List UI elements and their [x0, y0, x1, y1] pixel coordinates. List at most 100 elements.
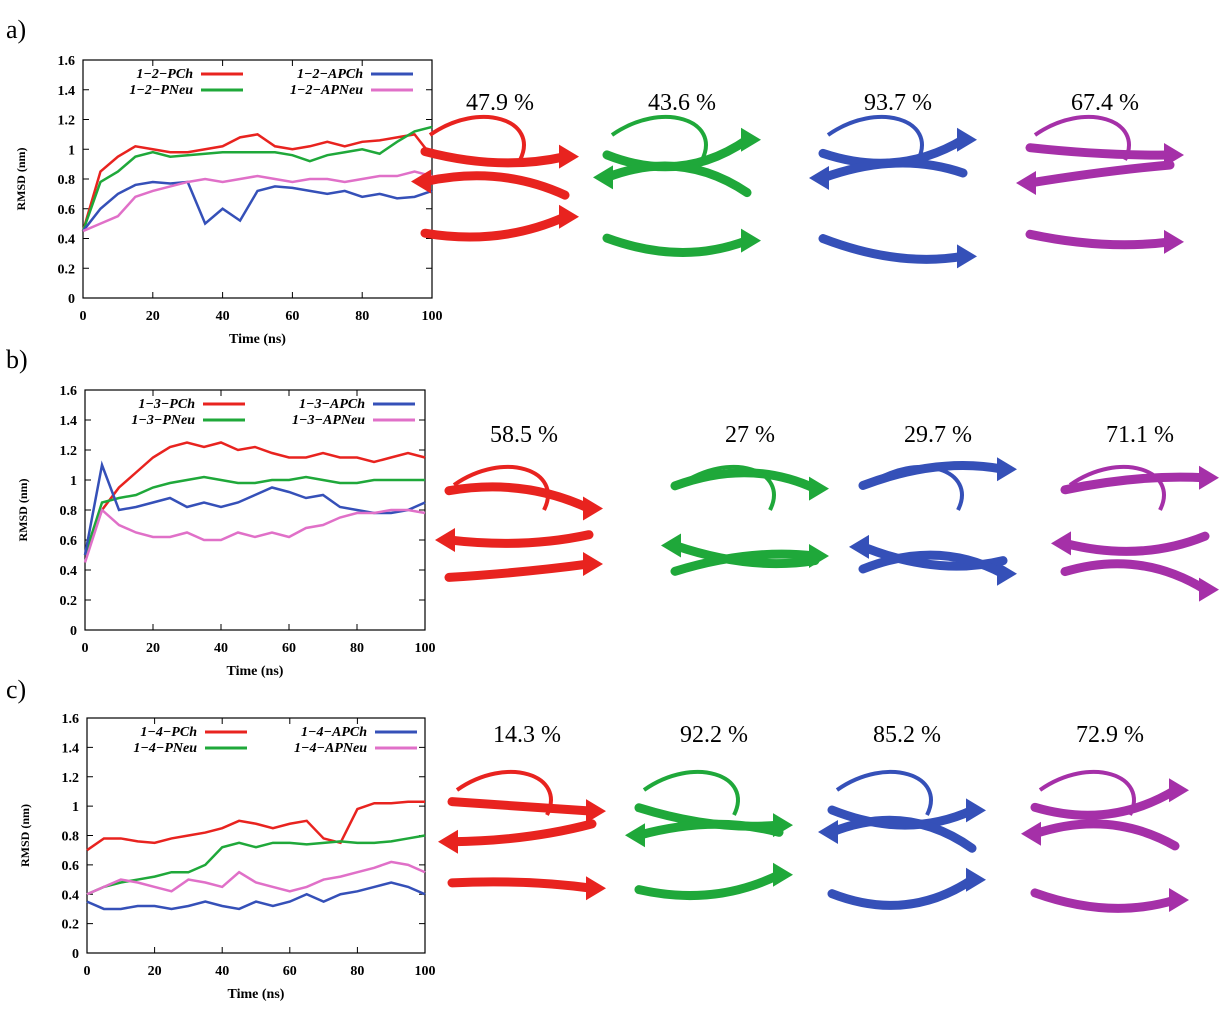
strand-arrow: [1164, 230, 1184, 254]
legend-label: 1−4−PCh: [140, 725, 197, 740]
strand: [425, 176, 565, 195]
x-tick-label: 20: [148, 964, 162, 979]
panel-label: b): [6, 345, 28, 374]
x-tick-label: 80: [350, 641, 364, 656]
strand-arrow: [438, 830, 458, 854]
y-tick-label: 1: [68, 143, 75, 158]
strand: [425, 152, 565, 163]
x-tick-label: 100: [415, 641, 436, 656]
y-tick-label: 0.2: [62, 918, 80, 933]
y-tick-label: 0.2: [58, 262, 76, 277]
strand: [832, 820, 972, 848]
structure-percentage: 67.4 %: [1071, 90, 1139, 116]
series-line: [83, 172, 432, 232]
strand: [1030, 165, 1170, 183]
structure-image: [593, 117, 761, 253]
structure-percentage: 58.5 %: [490, 422, 558, 448]
strand-arrow: [583, 552, 603, 576]
loop: [612, 117, 706, 160]
x-tick-label: 40: [214, 641, 228, 656]
structure-percentage: 29.7 %: [904, 422, 972, 448]
y-tick-label: 0.8: [60, 504, 78, 519]
strand: [1065, 536, 1205, 551]
x-tick-label: 20: [146, 641, 160, 656]
structure-image: [435, 467, 603, 577]
y-axis-label: RMSD (nm): [18, 804, 32, 867]
structure-percentage: 93.7 %: [864, 90, 932, 116]
legend-label: 1−2−APCh: [297, 67, 363, 82]
y-tick-label: 1.6: [58, 54, 76, 69]
strand: [607, 238, 747, 252]
strand-arrow: [997, 457, 1017, 481]
strand-arrow: [773, 863, 793, 887]
series-line: [83, 182, 432, 231]
strand: [832, 880, 972, 906]
series-line: [87, 836, 425, 895]
strand: [1065, 564, 1205, 590]
series-line: [87, 883, 425, 909]
y-tick-label: 1.2: [58, 114, 76, 129]
x-tick-label: 20: [146, 309, 160, 324]
strand: [823, 239, 963, 260]
y-tick-label: 1.2: [62, 771, 80, 786]
strand: [1065, 477, 1205, 490]
y-tick-label: 0.6: [58, 203, 76, 218]
y-tick-label: 0.4: [60, 564, 78, 579]
page: {"chart_data":[ {"type":"line","panel_la…: [0, 0, 1223, 1012]
legend-label: 1−2−APNeu: [290, 83, 363, 98]
structure-image: [661, 467, 829, 571]
panel-label: c): [6, 675, 26, 704]
series-line: [83, 127, 432, 231]
strand-arrow: [741, 229, 761, 253]
strand-arrow: [966, 868, 986, 892]
strand-arrow: [849, 535, 869, 559]
strand-arrow: [435, 528, 455, 552]
legend-label: 1−2−PNeu: [129, 83, 193, 98]
series-line: [85, 510, 425, 563]
strand-arrow: [1051, 531, 1071, 555]
structure-percentage: 71.1 %: [1106, 422, 1174, 448]
x-tick-label: 60: [283, 964, 297, 979]
y-axis-label: RMSD (nm): [14, 148, 28, 211]
x-tick-label: 100: [415, 964, 436, 979]
strand-arrow: [1199, 578, 1219, 602]
x-tick-label: 0: [80, 309, 87, 324]
loop: [828, 117, 922, 160]
strand: [1035, 790, 1175, 815]
strand: [1030, 148, 1170, 155]
strand-arrow: [586, 876, 606, 900]
x-axis-label: Time (ns): [228, 987, 285, 1002]
y-tick-label: 1.4: [58, 84, 76, 99]
strand-arrow: [586, 799, 606, 823]
strand: [449, 564, 589, 577]
legend-label: 1−4−APCh: [301, 725, 367, 740]
strand: [452, 882, 592, 888]
structure-image: [438, 772, 606, 900]
y-tick-label: 0.4: [58, 233, 76, 248]
strand-arrow: [809, 477, 829, 501]
y-tick-label: 1.2: [60, 444, 78, 459]
y-tick-label: 0.8: [58, 173, 76, 188]
x-tick-label: 80: [350, 964, 364, 979]
strand-arrow: [1169, 778, 1189, 802]
structure-percentage: 27 %: [725, 422, 775, 448]
x-axis-label: Time (ns): [229, 332, 286, 347]
legend-label: 1−3−APNeu: [292, 413, 365, 428]
strand-arrow: [741, 128, 761, 152]
strand-arrow: [1021, 822, 1041, 846]
y-tick-label: 0.8: [62, 830, 80, 845]
strand-arrow: [1199, 466, 1219, 490]
strand: [607, 166, 747, 193]
y-tick-label: 0: [70, 624, 77, 639]
strand-arrow: [809, 166, 829, 190]
strand-arrow: [583, 497, 603, 521]
figure: a)00.20.40.60.811.21.41.6020406080100Tim…: [0, 0, 1223, 1007]
series-line: [87, 862, 425, 894]
strand-arrow: [809, 544, 829, 568]
strand: [823, 163, 963, 178]
structure-percentage: 72.9 %: [1076, 722, 1144, 748]
series-line: [85, 465, 425, 555]
strand-arrow: [997, 562, 1017, 586]
x-tick-label: 0: [82, 641, 89, 656]
loop: [837, 772, 931, 815]
